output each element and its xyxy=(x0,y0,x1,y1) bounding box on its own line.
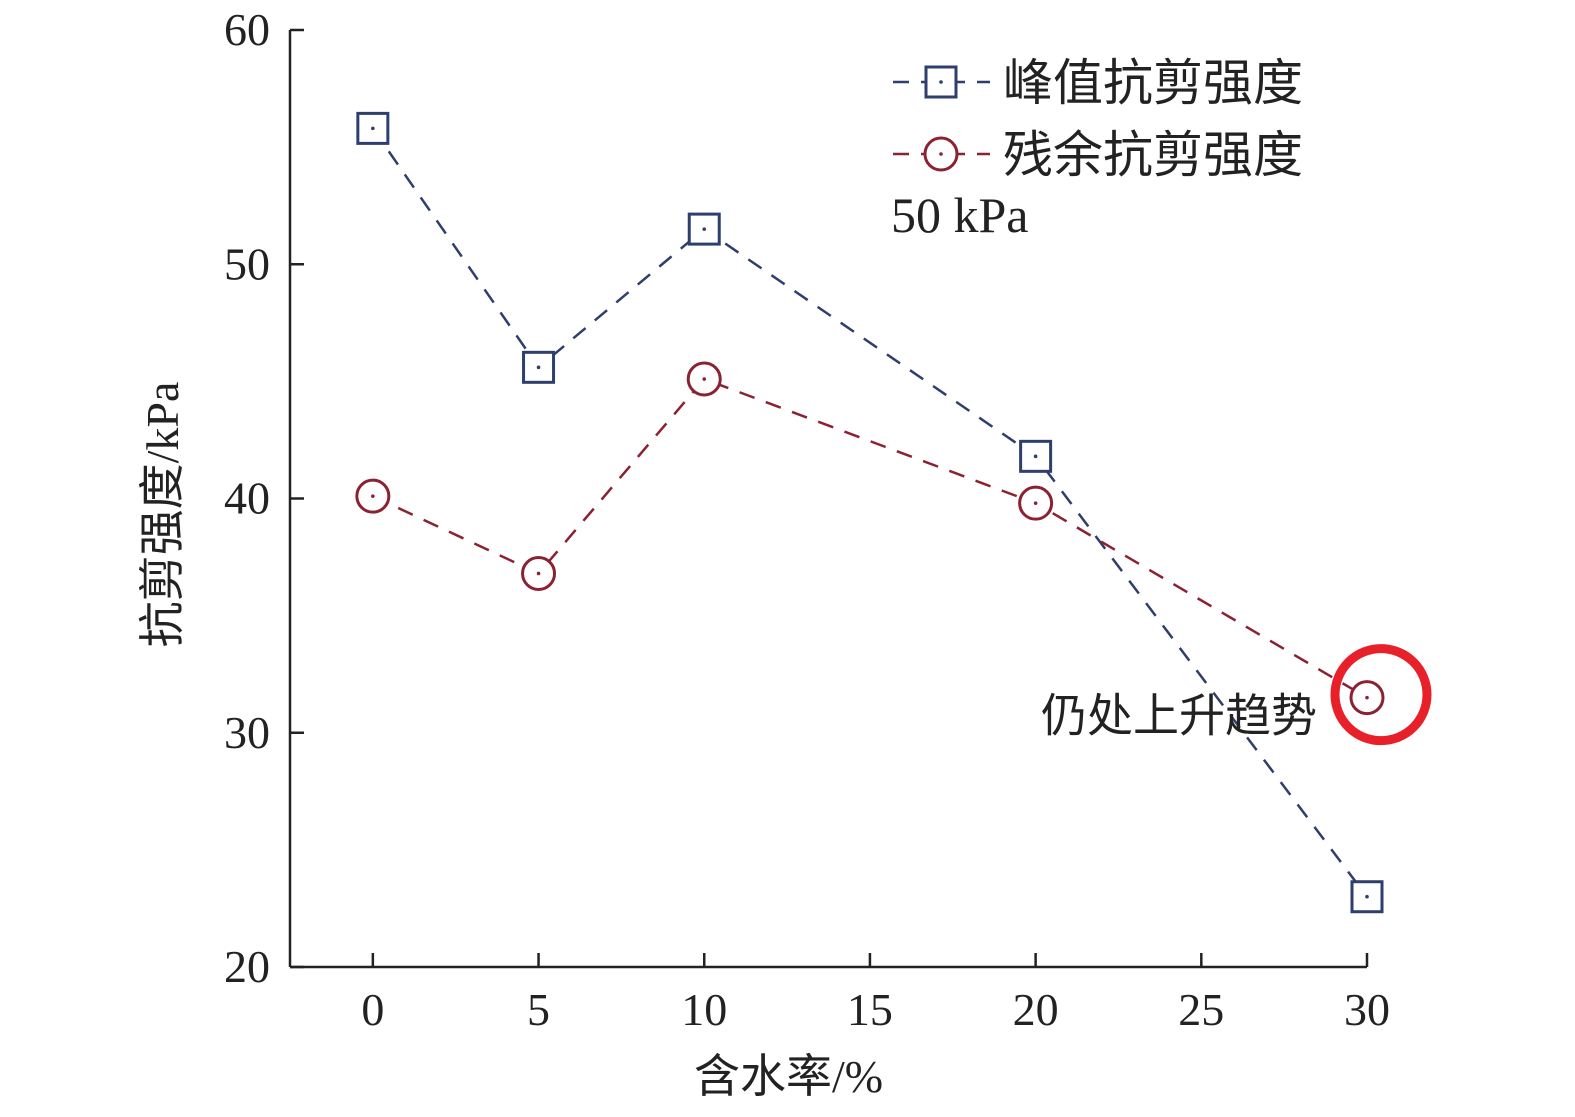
data-point-square-center-dot xyxy=(371,126,375,131)
legend-marker-circle-center-dot xyxy=(939,152,943,156)
y-axis-title: 抗剪强度/kPa xyxy=(137,382,188,648)
legend-marker-peak-square xyxy=(924,65,958,99)
x-tick-label: 5 xyxy=(527,984,550,1035)
legend-item-peak: 峰值抗剪强度 xyxy=(893,55,1303,111)
x-ticks: 0 5 10 15 20 25 30 xyxy=(361,953,1390,1035)
series-layer xyxy=(355,111,1385,914)
series-line xyxy=(372,377,1368,699)
data-point-square-center-dot xyxy=(1033,454,1038,459)
data-point-circle-center-dot xyxy=(702,377,707,381)
legend-marker-square-center-dot xyxy=(939,80,943,84)
data-point-square-center-dot xyxy=(1365,894,1369,899)
series-line xyxy=(371,127,1368,898)
annotation-text: 仍处上升趋势 xyxy=(1041,691,1317,742)
y-tick-label: 60 xyxy=(224,4,270,55)
legend-label-residual: 残余抗剪强度 xyxy=(1003,127,1303,183)
series-residual xyxy=(355,361,1385,716)
legend-marker-residual-circle xyxy=(923,136,959,172)
y-tick-label: 30 xyxy=(224,707,270,758)
x-tick-label: 15 xyxy=(847,984,893,1035)
data-point-square xyxy=(356,111,390,145)
series-peak xyxy=(356,111,1384,914)
x-tick-label: 25 xyxy=(1178,984,1224,1035)
legend-item-residual: 残余抗剪强度 xyxy=(893,127,1303,183)
axes: 0 5 10 15 20 25 30 20 30 40 50 60 含水率/% 抗剪强度/kPa xyxy=(137,4,1390,1102)
annotation: 仍处上升趋势 xyxy=(1041,644,1432,746)
data-point-circle-center-dot xyxy=(371,494,375,498)
data-point-square-center-dot xyxy=(536,365,541,370)
data-point-circle-center-dot xyxy=(1365,695,1369,700)
y-tick-label: 50 xyxy=(224,238,270,289)
data-point-circle-center-dot xyxy=(536,571,541,576)
x-tick-label: 10 xyxy=(681,984,727,1035)
y-tick-label: 20 xyxy=(224,941,270,992)
data-point-circle-center-dot xyxy=(1033,501,1038,505)
legend: 峰值抗剪强度 残余抗剪强度 50 kPa xyxy=(891,55,1303,243)
data-point-square-center-dot xyxy=(702,227,707,231)
annotation-highlight-circle xyxy=(1330,644,1432,746)
x-tick-label: 30 xyxy=(1344,984,1390,1035)
legend-label-peak: 峰值抗剪强度 xyxy=(1003,55,1303,111)
x-axis-title: 含水率/% xyxy=(694,1051,883,1102)
legend-note-pressure: 50 kPa xyxy=(891,187,1029,243)
y-ticks: 20 30 40 50 60 xyxy=(224,4,304,992)
y-tick-label: 40 xyxy=(224,473,270,524)
x-tick-label: 0 xyxy=(361,984,384,1035)
x-tick-label: 20 xyxy=(1013,984,1059,1035)
